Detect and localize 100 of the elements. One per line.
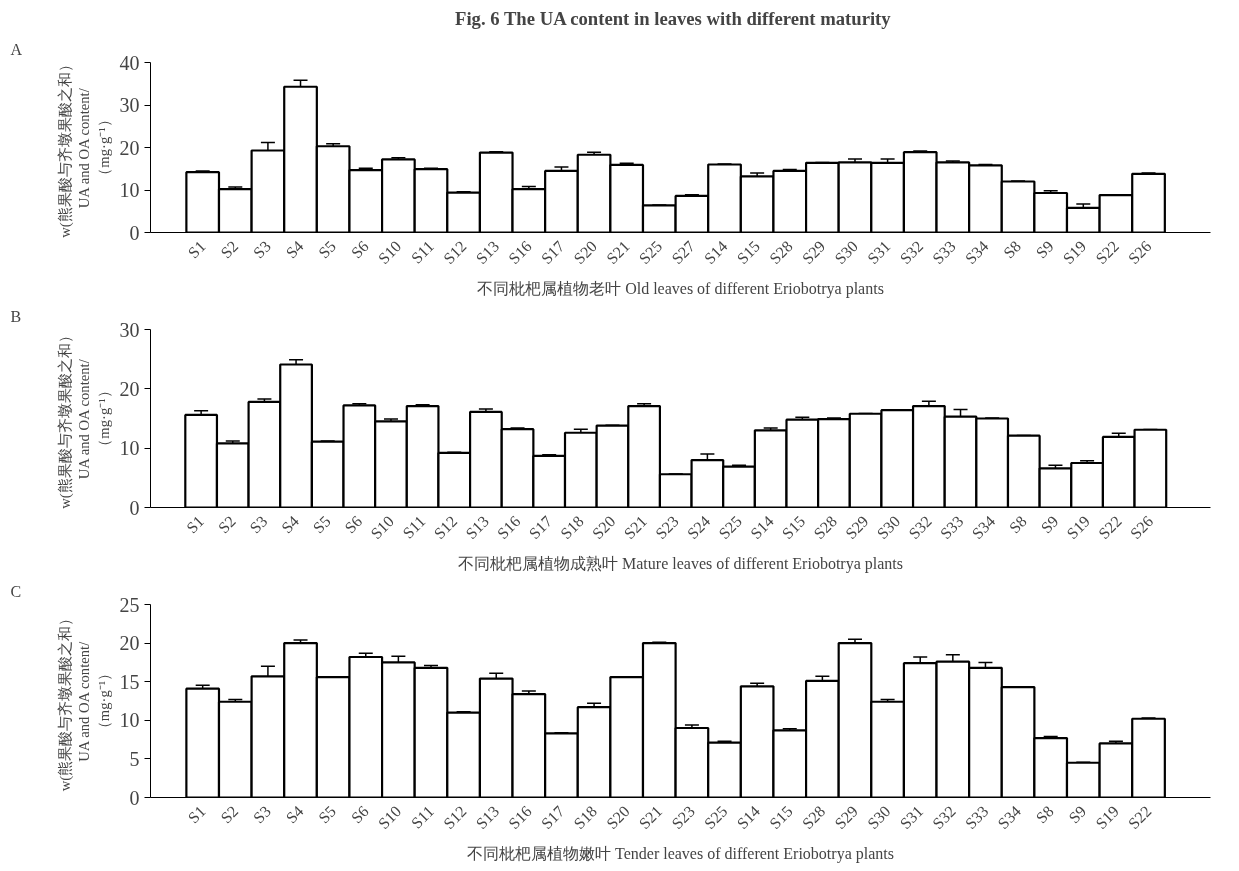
y-axis-title: w(熊果酸与齐墩果酸之和） UA and OA content/ （mg·g⁻¹） <box>57 610 112 792</box>
x-tick-label: S5 <box>315 237 340 262</box>
x-tick-label: S33 <box>936 512 967 543</box>
x-tick-label: S14 <box>733 802 764 833</box>
y-tick-label: 0 <box>129 786 140 809</box>
x-tick-label: S3 <box>249 237 274 262</box>
x-tick-label: S22 <box>1095 512 1125 543</box>
y-axis-title: w(熊果酸与齐墩果酸之和） UA and OA content/ （mg·g⁻¹） <box>57 57 112 238</box>
chart-title: Fig. 6 The UA content in leaves with different maturity <box>455 7 892 29</box>
x-tick-label: S26 <box>1126 512 1157 543</box>
y-tick-label: 10 <box>119 709 140 732</box>
x-tick-label: S33 <box>929 237 959 268</box>
x-tick-label: S16 <box>505 237 535 268</box>
y-tick-label: 0 <box>129 496 140 519</box>
x-tick-label: S6 <box>347 802 372 827</box>
x-tick-label: S23 <box>652 512 682 543</box>
x-tick-label: S11 <box>399 512 429 542</box>
x-tick-label: S34 <box>994 802 1025 833</box>
x-tick-label: S29 <box>841 512 872 543</box>
x-tick-label: S15 <box>733 237 764 268</box>
x-tick-label: S31 <box>863 237 894 268</box>
y-tick-label: 20 <box>119 632 140 655</box>
x-tick-label: S25 <box>635 237 666 268</box>
text: B <box>10 307 22 325</box>
x-tick-label: S15 <box>778 512 809 543</box>
x-tick-label: S28 <box>798 802 829 833</box>
y-tick-label: 0 <box>129 221 140 244</box>
text: A <box>10 40 23 58</box>
x-axis-title: 不同枇杷属植物成熟叶 Mature leaves of different Eriobotrya plants <box>458 555 903 574</box>
x-tick-label: S20 <box>570 237 601 268</box>
x-tick-label: S13 <box>472 237 503 268</box>
x-tick-label: S8 <box>1005 512 1030 537</box>
y-tick-label: 25 <box>119 593 140 616</box>
x-tick-label: S13 <box>472 802 503 833</box>
x-tick-label: S26 <box>1124 237 1155 268</box>
x-tick-label: S16 <box>505 802 535 833</box>
x-tick-label: S25 <box>700 802 731 833</box>
x-tick-label: S22 <box>1092 237 1122 268</box>
x-tick-label: S20 <box>603 802 633 833</box>
x-tick-label: S3 <box>249 802 274 827</box>
x-tick-label: S2 <box>217 802 242 827</box>
x-tick-label: S10 <box>374 802 405 833</box>
x-tick-label: S18 <box>557 512 587 543</box>
x-tick-label: S10 <box>367 512 397 543</box>
x-tick-label: S25 <box>715 512 746 543</box>
y-tick-label: 10 <box>119 179 140 201</box>
x-tick-label: S13 <box>462 512 492 543</box>
x-tick-label: S19 <box>1063 512 1094 543</box>
x-tick-label: S27 <box>668 237 698 268</box>
x-tick-label: S11 <box>407 237 438 267</box>
text: C <box>10 582 22 600</box>
x-tick-label: S1 <box>184 237 209 262</box>
y-axis-title: w(熊果酸与齐墩果酸之和） UA and OA content/ （mg·g⁻¹） <box>57 328 112 509</box>
x-tick-label: S4 <box>278 512 303 537</box>
x-tick-label: S12 <box>439 802 470 833</box>
x-tick-label: S29 <box>798 237 829 268</box>
y-tick-label: 40 <box>119 51 140 74</box>
x-tick-label: S8 <box>1032 802 1057 827</box>
x-tick-label: S19 <box>1092 802 1122 833</box>
x-tick-label: S18 <box>570 802 601 833</box>
x-tick-label: S5 <box>315 802 340 827</box>
x-tick-label: S2 <box>214 512 239 537</box>
x-tick-label: S12 <box>430 512 461 543</box>
x-tick-label: S6 <box>341 512 366 537</box>
x-tick-label: S30 <box>831 237 862 268</box>
x-tick-label: S9 <box>1065 802 1090 827</box>
x-tick-label: S24 <box>683 512 714 543</box>
x-axis-title: 不同枇杷属植物嫩叶 Tender leaves of different Eriobotrya plants <box>467 845 894 864</box>
x-tick-label: S14 <box>700 237 731 268</box>
x-tick-label: S31 <box>896 802 927 833</box>
x-tick-label: S21 <box>603 237 633 268</box>
x-tick-label: S9 <box>1032 237 1057 262</box>
x-tick-label: S1 <box>184 802 209 827</box>
x-axis-title: 不同枇杷属植物老叶 Old leaves of different Eriobotrya plants <box>477 280 884 299</box>
y-tick-label: 20 <box>119 377 140 400</box>
x-tick-label: S30 <box>873 512 904 543</box>
x-tick-label: S11 <box>407 802 438 832</box>
x-tick-label: S33 <box>961 802 992 833</box>
x-tick-label: S2 <box>217 237 242 262</box>
x-tick-label: S14 <box>747 512 777 543</box>
x-tick-label: S32 <box>896 237 927 268</box>
x-tick-label: S34 <box>961 237 992 268</box>
x-tick-label: S17 <box>537 802 568 833</box>
x-tick-label: S3 <box>246 512 271 537</box>
x-tick-label: S4 <box>282 237 307 262</box>
x-tick-label: S17 <box>537 237 568 268</box>
x-tick-label: S28 <box>810 512 840 543</box>
y-tick-label: 20 <box>119 136 140 159</box>
x-tick-label: S22 <box>1124 802 1155 833</box>
x-tick-label: S32 <box>929 802 959 833</box>
x-tick-label: S28 <box>766 237 796 268</box>
x-tick-label: S16 <box>493 512 524 543</box>
x-tick-label: S20 <box>588 512 619 543</box>
x-tick-label: S4 <box>282 802 307 827</box>
x-tick-label: S8 <box>1000 237 1025 262</box>
x-tick-label: S1 <box>183 512 208 537</box>
y-tick-label: 30 <box>119 94 140 116</box>
x-tick-label: S21 <box>635 802 666 833</box>
x-tick-label: S10 <box>374 237 405 268</box>
x-tick-label: S12 <box>439 237 470 268</box>
